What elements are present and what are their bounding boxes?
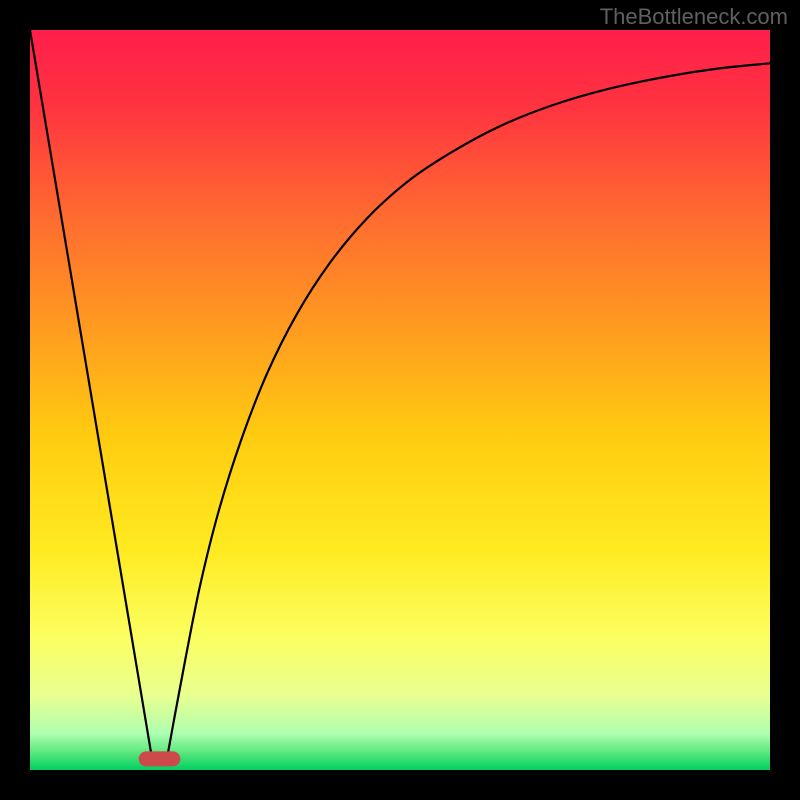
- chart-container: TheBottleneck.com: [0, 0, 800, 800]
- watermark-label: TheBottleneck.com: [600, 4, 788, 30]
- plot-background: [30, 30, 770, 770]
- bottleneck-chart: [0, 0, 800, 800]
- valley-marker: [139, 752, 180, 766]
